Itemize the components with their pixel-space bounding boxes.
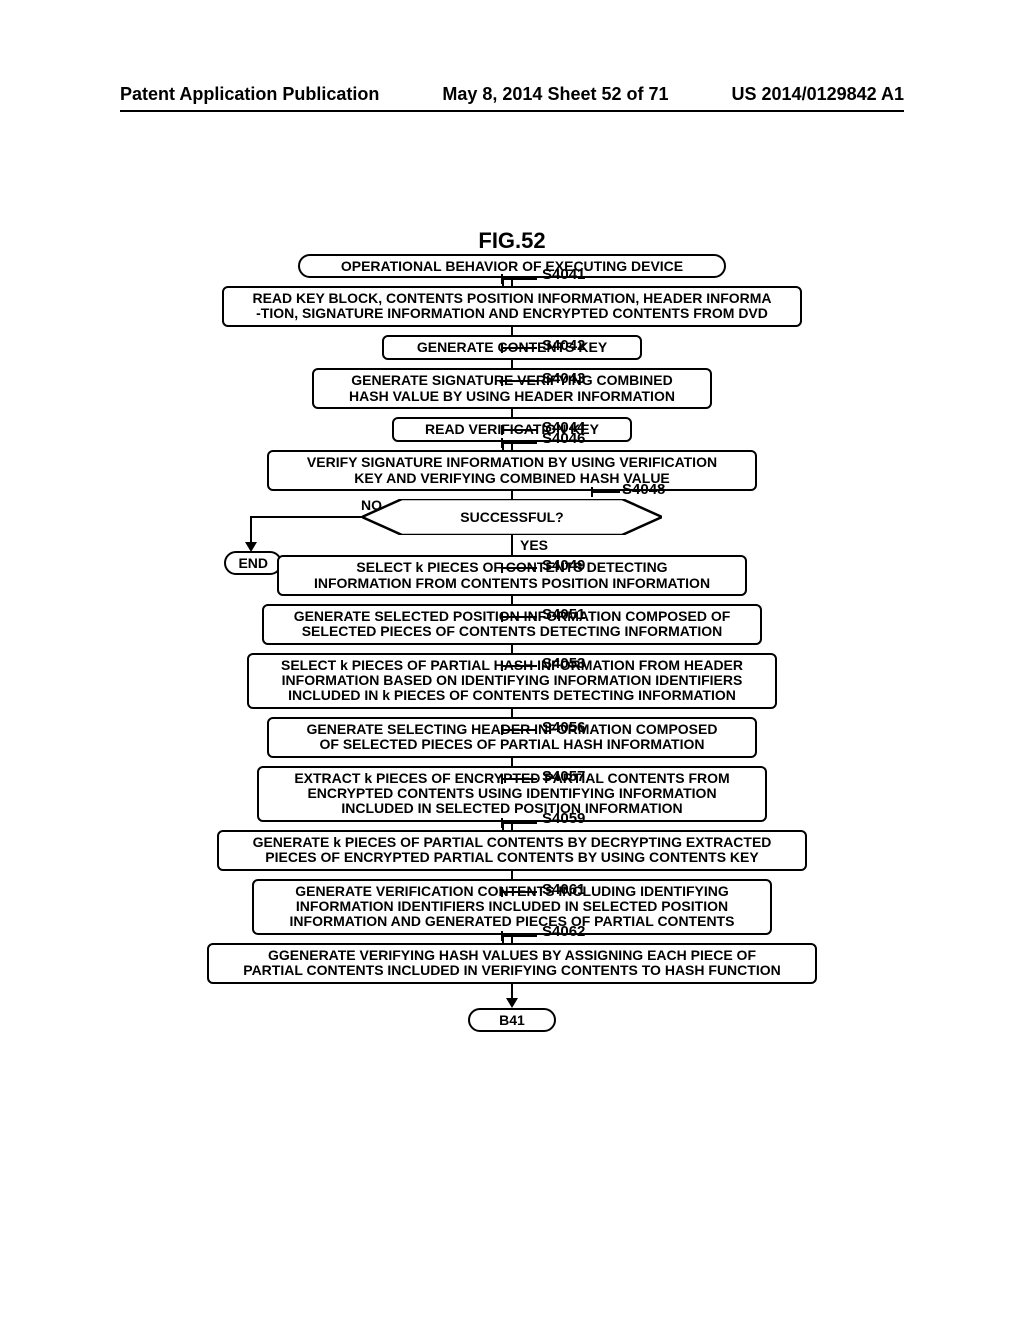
process-box: EXTRACT k PIECES OF ENCRYPTED PARTIAL CO…: [257, 766, 767, 822]
process-box: GENERATE SELECTED POSITION INFORMATION C…: [262, 604, 762, 645]
page: Patent Application Publication May 8, 20…: [0, 0, 1024, 1320]
connector: [511, 596, 513, 604]
connector: [511, 491, 513, 499]
decision-yes-label: YES: [520, 537, 548, 553]
flow-node-s4062: GGENERATE VERIFYING HASH VALUES BY ASSIG…: [207, 943, 817, 984]
connector: [511, 645, 513, 653]
step-label: S4061: [542, 881, 585, 898]
step-label: S4062: [542, 923, 585, 940]
process-box: GENERATE VERIFICATION CONTENTS INCLUDING…: [252, 879, 772, 935]
flow-node-s4053: SELECT k PIECES OF PARTIAL HASH INFORMAT…: [247, 653, 777, 709]
process-box: GGENERATE VERIFYING HASH VALUES BY ASSIG…: [207, 943, 817, 984]
connector: [511, 758, 513, 766]
process-box: READ KEY BLOCK, CONTENTS POSITION INFORM…: [222, 286, 802, 327]
connector: [511, 409, 513, 417]
flow-node-s4042: GENERATE CONTENTS KEYS4042: [382, 335, 642, 360]
flowchart: OPERATIONAL BEHAVIOR OF EXECUTING DEVICE…: [0, 254, 1024, 1032]
flow-node-s4056: GENERATE SELECTING HEADER INFORMATION CO…: [267, 717, 757, 758]
step-label: S4059: [542, 810, 585, 827]
step-label: S4049: [542, 557, 585, 574]
connector: [511, 709, 513, 717]
flow-node-s4046: VERIFY SIGNATURE INFORMATION BY USING VE…: [267, 450, 757, 491]
process-box: GENERATE k PIECES OF PARTIAL CONTENTS BY…: [217, 830, 807, 871]
flow-node-start: OPERATIONAL BEHAVIOR OF EXECUTING DEVICE: [298, 254, 726, 278]
step-label: S4056: [542, 719, 585, 736]
decision-text: SUCCESSFUL?: [362, 499, 662, 535]
step-label: S4042: [542, 337, 585, 354]
flow-node-s4048: SUCCESSFUL?S4048NOENDYES: [192, 499, 832, 535]
connector: [511, 871, 513, 879]
header-center: May 8, 2014 Sheet 52 of 71: [442, 84, 668, 105]
flow-node-s4057: EXTRACT k PIECES OF ENCRYPTED PARTIAL CO…: [257, 766, 767, 822]
process-box: SELECT k PIECES OF PARTIAL HASH INFORMAT…: [247, 653, 777, 709]
step-label: S4057: [542, 768, 585, 785]
start-terminal: OPERATIONAL BEHAVIOR OF EXECUTING DEVICE: [298, 254, 726, 278]
connector: [511, 535, 513, 555]
header-left: Patent Application Publication: [120, 84, 379, 105]
figure-title: FIG.52: [0, 228, 1024, 254]
step-label: S4043: [542, 370, 585, 387]
flow-node-b41: B41: [468, 1008, 556, 1032]
flow-node-s4044: READ VERIFICATION KEYS4044: [392, 417, 632, 442]
process-box: GENERATE SELECTING HEADER INFORMATION CO…: [267, 717, 757, 758]
decision-no-label: NO: [361, 497, 382, 513]
offpage-connector: B41: [468, 1008, 556, 1032]
flow-node-s4041: READ KEY BLOCK, CONTENTS POSITION INFORM…: [222, 286, 802, 327]
connector: [511, 984, 513, 992]
process-box: VERIFY SIGNATURE INFORMATION BY USING VE…: [267, 450, 757, 491]
flow-node-s4043: GENERATE SIGNATURE VERIFYING COMBINEDHAS…: [312, 368, 712, 409]
decision-diamond: SUCCESSFUL?: [362, 499, 662, 535]
arrowhead-icon: [506, 998, 518, 1008]
step-label: S4046: [542, 430, 585, 447]
step-label: S4041: [542, 266, 585, 283]
process-box: GENERATE SIGNATURE VERIFYING COMBINEDHAS…: [312, 368, 712, 409]
flow-node-s4049: SELECT k PIECES OF CONTENTS DETECTINGINF…: [277, 555, 747, 596]
header-rule: [120, 110, 904, 112]
flow-node-s4059: GENERATE k PIECES OF PARTIAL CONTENTS BY…: [217, 830, 807, 871]
page-header: Patent Application Publication May 8, 20…: [120, 84, 904, 105]
step-label: S4051: [542, 606, 585, 623]
end-terminal: END: [224, 551, 282, 575]
connector: [511, 327, 513, 335]
header-right: US 2014/0129842 A1: [732, 84, 904, 105]
step-label: S4048: [622, 481, 665, 498]
process-box: SELECT k PIECES OF CONTENTS DETECTINGINF…: [277, 555, 747, 596]
flow-node-s4051: GENERATE SELECTED POSITION INFORMATION C…: [262, 604, 762, 645]
connector: [511, 360, 513, 368]
flow-node-s4061: GENERATE VERIFICATION CONTENTS INCLUDING…: [252, 879, 772, 935]
step-label: S4053: [542, 655, 585, 672]
